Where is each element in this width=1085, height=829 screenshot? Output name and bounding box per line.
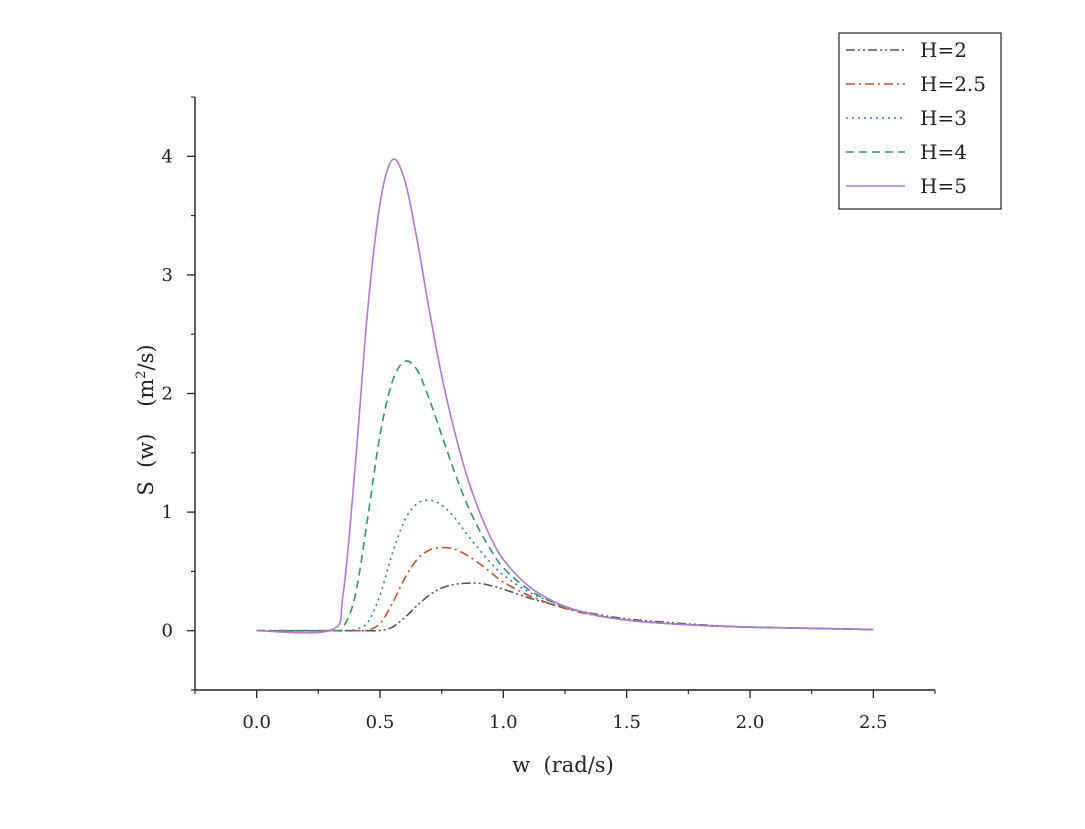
x-tick-label: 0.0 xyxy=(242,712,271,733)
series-line-h-2-5 xyxy=(256,546,874,632)
series-line-h-4 xyxy=(256,360,874,632)
y-tick-label: 4 xyxy=(162,146,173,167)
legend: H=2 H=2.5 H=3 H=4 H=5 xyxy=(838,32,1002,210)
x-tick-label: 2.0 xyxy=(736,712,765,733)
series-line-h-2 xyxy=(256,582,874,632)
y-axis-title-superscript: 2 xyxy=(134,370,149,378)
ticks: 0.0 0.5 1.0 1.5 2.0 2.5 0 1 2 3 4 xyxy=(162,96,936,733)
x-tick-label: 1.0 xyxy=(489,712,518,733)
y-axis-title-main: S (w) (m xyxy=(134,379,158,496)
y-tick-label: 1 xyxy=(162,502,173,523)
x-tick-label: 0.5 xyxy=(366,712,395,733)
legend-label-h-2-5: H=2.5 xyxy=(920,72,986,96)
y-axis-title-tail: /s) xyxy=(134,344,158,370)
axes xyxy=(194,97,935,691)
y-axis-title: S (w) (m2/s) xyxy=(134,344,158,495)
series-line-h-5 xyxy=(256,158,874,634)
x-axis-title: w (rad/s) xyxy=(512,753,614,777)
x-tick-label: 2.5 xyxy=(859,712,888,733)
x-tick-label: 1.5 xyxy=(612,712,641,733)
legend-label-h-2: H=2 xyxy=(920,38,967,62)
legend-label-h-4: H=4 xyxy=(920,140,967,164)
y-tick-label: 2 xyxy=(162,384,173,405)
legend-label-h-3: H=3 xyxy=(920,106,967,130)
series-line-h-3 xyxy=(256,499,874,632)
y-tick-label: 0 xyxy=(162,621,173,642)
legend-label-h-5: H=5 xyxy=(920,174,967,198)
y-tick-label: 3 xyxy=(162,265,173,286)
series-lines xyxy=(256,158,874,634)
legend-box xyxy=(838,32,1002,210)
